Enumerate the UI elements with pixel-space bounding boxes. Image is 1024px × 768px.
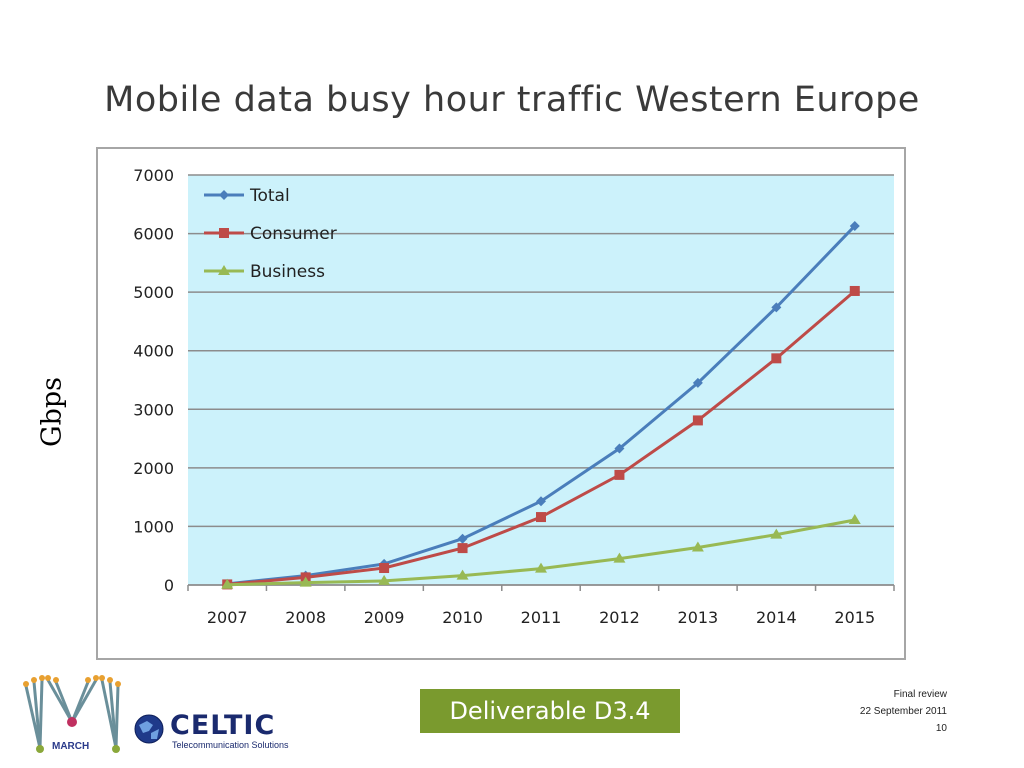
data-point-consumer	[771, 353, 782, 364]
x-tick-label: 2011	[521, 608, 562, 627]
x-tick-label: 2014	[756, 608, 797, 627]
y-tick-label: 5000	[133, 283, 174, 302]
data-point-business	[456, 569, 469, 580]
y-tick-label: 7000	[133, 166, 174, 185]
footer-review: Final review	[893, 689, 947, 700]
y-axis-label: Gbps	[36, 377, 68, 447]
x-tick-label: 2015	[834, 608, 875, 627]
celtic-name: CELTIC	[170, 710, 276, 741]
data-point-consumer	[692, 415, 703, 426]
data-point-consumer	[379, 563, 390, 574]
line-chart: 0 1000 2000 3000 4000 5000 6000 7000 2007 2008 200…	[133, 166, 895, 627]
footer-page-number: 10	[935, 723, 947, 734]
data-point-total	[536, 496, 546, 507]
march-label: MARCH	[52, 741, 90, 752]
celtic-globe-icon	[134, 714, 164, 744]
celtic-subtitle: Telecommunication Solutions	[172, 740, 289, 750]
legend-label: Business	[250, 262, 325, 282]
y-tick-label: 3000	[133, 400, 174, 419]
x-tick-label: 2013	[678, 608, 719, 627]
x-tick-label: 2010	[442, 608, 483, 627]
data-point-business	[221, 578, 234, 589]
chart-frame: 0 1000 2000 3000 4000 5000 6000 7000 2007 2008 200…	[96, 147, 906, 660]
data-point-business	[848, 513, 861, 524]
data-point-consumer	[614, 469, 625, 480]
legend-marker	[218, 265, 230, 275]
celtic-logo	[133, 713, 165, 749]
legend-label: Consumer	[250, 224, 337, 244]
data-point-consumer	[849, 285, 860, 296]
data-point-business	[691, 541, 704, 552]
legend-marker	[219, 228, 229, 238]
legend-label: Total	[249, 186, 290, 206]
y-tick-label: 6000	[133, 225, 174, 244]
footer-date: 22 September 2011	[859, 706, 947, 717]
y-tick-label: 0	[164, 576, 174, 595]
data-point-total	[614, 443, 625, 454]
data-point-business	[770, 528, 783, 539]
data-point-business	[613, 552, 626, 563]
x-tick-label: 2012	[599, 608, 640, 627]
deliverable-badge: Deliverable D3.4	[420, 689, 680, 733]
data-point-business	[299, 576, 312, 587]
data-point-total	[457, 533, 468, 544]
data-point-business	[378, 574, 391, 585]
y-tick-label: 2000	[133, 459, 174, 478]
march-logo-icon	[23, 675, 121, 753]
legend-marker	[219, 190, 229, 200]
data-point-business	[535, 562, 547, 573]
y-tick-label: 1000	[133, 517, 174, 536]
footer-info: Final review 22 September 2011 10	[860, 686, 947, 737]
x-tick-label: 2009	[364, 608, 405, 627]
x-tick-label: 2008	[285, 608, 326, 627]
data-point-consumer	[536, 512, 546, 523]
data-point-consumer	[457, 543, 468, 554]
y-tick-label: 4000	[133, 342, 174, 361]
x-tick-label: 2007	[207, 608, 248, 627]
data-point-total	[771, 302, 782, 313]
data-point-total	[692, 377, 703, 388]
march-logo	[18, 672, 128, 760]
slide-title: Mobile data busy hour traffic Western Eu…	[104, 80, 920, 120]
data-point-total	[849, 220, 860, 231]
